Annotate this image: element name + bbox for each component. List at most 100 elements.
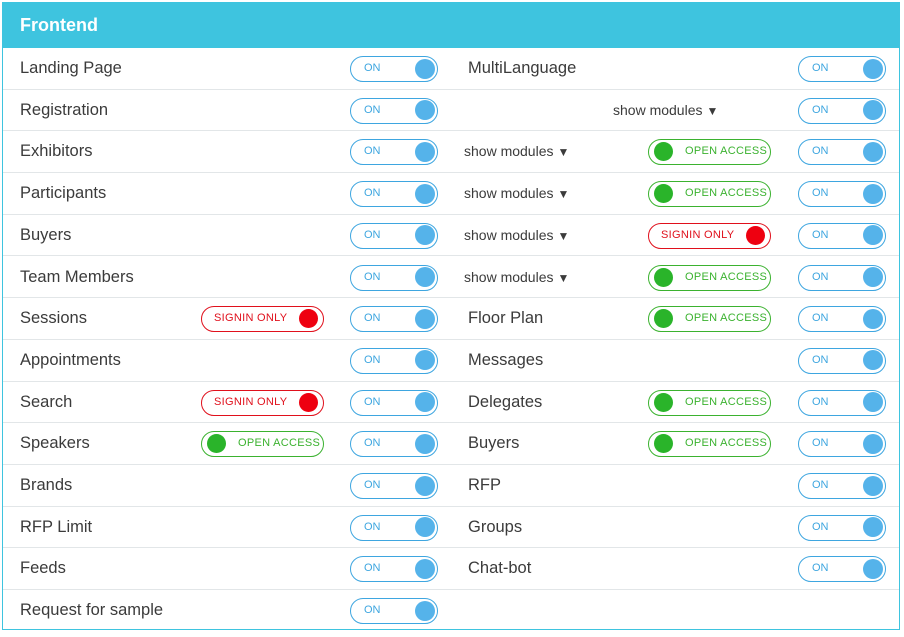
toggle-knob [863,475,883,496]
open-access-dot [654,142,673,162]
open-access-badge-speakers[interactable]: OPEN ACCESS [201,431,324,458]
label-registration: Registration [20,100,109,119]
toggle-groups[interactable]: ON [798,514,886,541]
toggle-rfp[interactable]: ON [798,473,886,499]
toggle-label: ON [812,520,829,533]
toggle-sessions[interactable]: ON [350,306,438,333]
toggle-knob [863,100,883,121]
toggle-knob [863,141,883,162]
open-access-label: OPEN ACCESS [238,437,321,450]
chevron-down-icon: ▼ [706,103,719,118]
toggle-search[interactable]: ON [350,389,438,416]
toggle-floor-plan[interactable]: ON [798,306,886,333]
toggle-label: ON [812,562,829,575]
label-sessions: Sessions [20,309,87,328]
toggle-knob [863,308,883,329]
section-title: Frontend [3,3,899,48]
settings-row: Sessions SIGNIN ONLY ON Floor Plan OPEN ACCE… [3,298,899,340]
toggle-label: ON [364,562,381,575]
toggle-label: ON [364,604,381,617]
label-feeds: Feeds [20,559,66,578]
toggle-landing-page[interactable]: ON [350,56,438,82]
open-access-badge-buyers[interactable]: OPEN ACCESS [648,431,771,458]
toggle-knob [863,558,883,579]
settings-row: Buyers ON show modules ▼ SIGNIN ONLY ON [3,215,899,257]
toggle-team-members-module[interactable]: ON [798,264,886,291]
toggle-label: ON [812,312,829,325]
toggle-knob [415,558,435,579]
toggle-participants-module[interactable]: ON [798,181,886,208]
show-modules-label: show modules [464,143,554,160]
toggle-brands[interactable]: ON [350,473,438,499]
toggle-registration[interactable]: ON [350,97,438,124]
toggle-exhibitors-module[interactable]: ON [798,139,886,166]
show-modules-registration[interactable]: show modules ▼ [613,90,718,131]
toggle-knob [863,433,883,454]
toggle-knob [415,308,435,329]
toggle-chat-bot[interactable]: ON [798,556,886,583]
chevron-down-icon: ▼ [557,270,570,285]
open-access-dot [654,309,673,329]
signin-only-dot [299,309,318,329]
toggle-exhibitors[interactable]: ON [350,139,438,166]
label-brands: Brands [20,476,73,494]
settings-row: Participants ON show modules ▼ OPEN ACCESS ON [3,173,899,215]
show-modules-participants[interactable]: show modules ▼ [464,173,569,214]
open-access-badge-team-members-module[interactable]: OPEN ACCESS [648,264,771,291]
toggle-buyers[interactable]: ON [798,431,886,458]
label-exhibitors: Exhibitors [20,142,93,161]
toggle-participants[interactable]: ON [350,181,438,208]
label-request-for-sample: Request for sample [20,601,164,620]
toggle-label: ON [364,353,381,366]
signin-only-badge-search[interactable]: SIGNIN ONLY [201,389,324,416]
toggle-knob [415,183,435,204]
toggle-rfp-limit[interactable]: ON [350,514,438,541]
toggle-feeds[interactable]: ON [350,556,438,583]
settings-row: Registration ON show modules ▼ ON [3,90,899,132]
toggle-label: ON [812,187,829,200]
signin-only-badge-sessions[interactable]: SIGNIN ONLY [201,306,324,333]
toggle-label: ON [812,228,829,241]
toggle-buyers-module[interactable]: ON [798,222,886,249]
toggle-label: ON [364,395,381,408]
toggle-label: ON [364,62,381,74]
label-speakers: Speakers [20,434,90,453]
toggle-label: ON [812,270,829,283]
settings-row: Feeds ON Chat-bot ON [3,548,899,591]
label-groups: Groups [468,517,523,536]
toggle-knob [863,225,883,246]
toggle-multilanguage[interactable]: ON [798,56,886,82]
toggle-buyers[interactable]: ON [350,222,438,249]
open-access-label: OPEN ACCESS [685,270,768,283]
open-access-badge-floor-plan[interactable]: OPEN ACCESS [648,306,771,333]
toggle-knob [415,517,435,538]
toggle-messages[interactable]: ON [798,347,886,374]
open-access-dot [654,434,673,454]
open-access-dot [654,184,673,204]
label-appointments: Appointments [20,350,121,369]
show-modules-team-members[interactable]: show modules ▼ [464,257,569,298]
open-access-badge-participants-module[interactable]: OPEN ACCESS [648,181,771,208]
toggle-delegates[interactable]: ON [798,389,886,416]
toggle-label: ON [812,103,829,116]
show-modules-exhibitors[interactable]: show modules ▼ [464,131,569,172]
toggle-team-members[interactable]: ON [350,264,438,291]
show-modules-buyers[interactable]: show modules ▼ [464,215,569,256]
open-access-badge-delegates[interactable]: OPEN ACCESS [648,389,771,416]
toggle-label: ON [364,103,381,116]
signin-only-dot [746,225,765,245]
label-messages: Messages [468,350,544,369]
chevron-down-icon: ▼ [557,228,570,243]
toggle-request-for-sample[interactable]: ON [350,598,438,625]
open-access-badge-exhibitors-module[interactable]: OPEN ACCESS [648,139,771,166]
signin-only-badge-buyers-module[interactable]: SIGNIN ONLY [648,222,771,249]
toggle-label: ON [364,145,381,158]
settings-row: Exhibitors ON show modules ▼ OPEN ACCESS ON [3,131,899,174]
toggle-speakers[interactable]: ON [350,431,438,458]
signin-only-label: SIGNIN ONLY [661,228,735,241]
toggle-registration-module[interactable]: ON [798,97,886,124]
settings-row: Speakers OPEN ACCESS ON Buyers OPEN ACCESS ON [3,423,899,465]
toggle-appointments[interactable]: ON [350,347,438,374]
label-landing-page: Landing Page [20,59,122,77]
show-modules-label: show modules [464,226,554,243]
